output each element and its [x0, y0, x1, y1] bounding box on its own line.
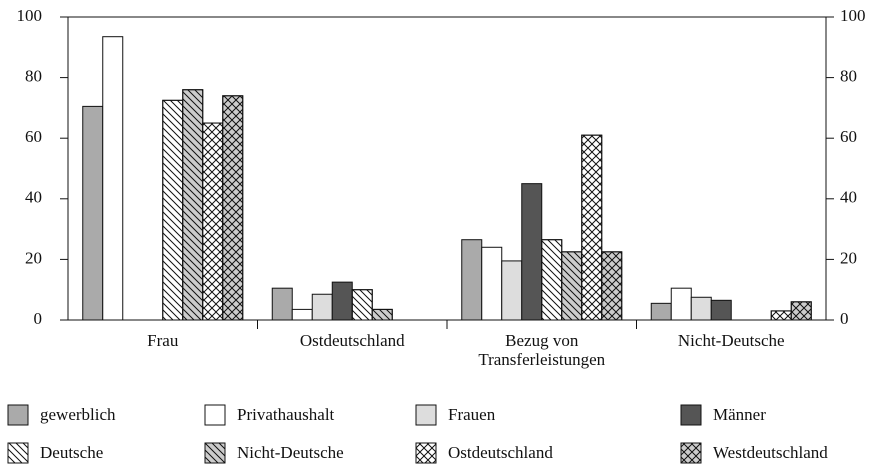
bar: [581, 134, 603, 321]
y2-tick-label: 0: [840, 309, 849, 328]
x-tick-label: Bezug von Transferleistungen: [478, 331, 605, 369]
y2-tick-label: 60: [840, 127, 857, 146]
x-tick-label: Ostdeutschland: [300, 331, 405, 350]
bar: [162, 99, 184, 321]
bar: [561, 251, 583, 321]
bar: [102, 36, 124, 321]
y-tick-label: 40: [25, 188, 42, 207]
y2-tick-label: 80: [840, 67, 857, 86]
bar: [311, 293, 333, 321]
legend-label: Frauen: [448, 405, 496, 424]
legend-swatch: [7, 404, 29, 426]
y-tick-label: 100: [17, 6, 43, 25]
bar: [790, 301, 812, 321]
bar: [521, 183, 543, 321]
bar: [690, 296, 712, 321]
bar: [461, 239, 483, 321]
bar: [601, 251, 623, 321]
y-tick-label: 20: [25, 248, 42, 267]
x-tick-label: Frau: [147, 331, 179, 350]
y2-tick-label: 40: [840, 188, 857, 207]
bar: [182, 89, 204, 321]
bar: [770, 310, 792, 321]
x-tick-label: Nicht-Deutsche: [678, 331, 785, 350]
bar: [541, 239, 563, 321]
bar: [291, 308, 313, 321]
legend-swatch: [415, 442, 437, 464]
legend-swatch: [415, 404, 437, 426]
bar: [371, 308, 393, 321]
bar: [710, 299, 732, 321]
legend-label: gewerblich: [40, 405, 116, 424]
bar: [331, 281, 353, 321]
y2-tick-label: 100: [840, 6, 866, 25]
bar: [670, 287, 692, 321]
legend-swatch: [680, 404, 702, 426]
legend-label: Nicht-Deutsche: [237, 443, 344, 462]
bar: [481, 246, 503, 321]
y-tick-label: 80: [25, 67, 42, 86]
legend-label: Privathaushalt: [237, 405, 335, 424]
y2-tick-label: 20: [840, 248, 857, 267]
legend-swatch: [204, 404, 226, 426]
legend-label: Ostdeutschland: [448, 443, 553, 462]
legend-swatch: [204, 442, 226, 464]
legend-label: Männer: [713, 405, 766, 424]
legend-swatch: [7, 442, 29, 464]
legend-swatch: [680, 442, 702, 464]
legend-label: Westdeutschland: [713, 443, 828, 462]
y-tick-label: 60: [25, 127, 42, 146]
bar: [271, 287, 293, 321]
bar: [650, 302, 672, 321]
bar: [351, 289, 373, 321]
bar: [501, 260, 523, 321]
bar: [202, 122, 224, 321]
bar: [82, 105, 104, 321]
bar: [222, 95, 244, 321]
y-tick-label: 0: [34, 309, 43, 328]
legend-label: Deutsche: [40, 443, 103, 462]
